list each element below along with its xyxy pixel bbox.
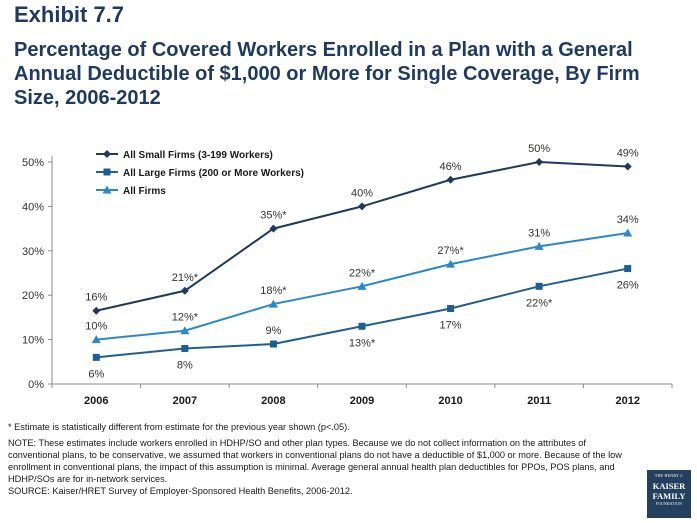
data-label: 17% (440, 320, 462, 332)
data-point (180, 326, 190, 335)
data-point (268, 299, 278, 308)
data-point (269, 340, 277, 348)
data-label: 50% (528, 143, 550, 155)
legend-marker (102, 185, 112, 194)
source-footnote: SOURCE: Kaiser/HRET Survey of Employer-S… (8, 486, 353, 496)
data-label: 22%* (349, 267, 376, 279)
y-tick-label: 0% (28, 379, 44, 391)
note-footnote: NOTE: These estimates include workers en… (8, 438, 622, 484)
data-point (623, 228, 633, 237)
data-label: 16% (85, 292, 107, 304)
data-label: 27%* (437, 245, 464, 257)
data-label: 8% (177, 359, 193, 371)
asterisk-footnote: * Estimate is statistically different fr… (8, 422, 350, 432)
x-tick-label: 2007 (173, 395, 197, 407)
x-tick-label: 2006 (84, 395, 108, 407)
logo-line-1: THE HENRY J. (654, 473, 684, 478)
data-point (534, 241, 544, 250)
data-label: 49% (617, 147, 639, 159)
data-point (358, 202, 366, 211)
data-point (91, 335, 101, 344)
data-point (357, 281, 367, 290)
logo-line-2b: FAMILY (652, 491, 686, 501)
data-label: 34% (617, 214, 639, 226)
data-label: 13%* (349, 337, 376, 349)
data-point (269, 224, 278, 233)
legend-marker (103, 168, 111, 176)
y-tick-label: 10% (22, 335, 44, 347)
logo-line-3: FOUNDATION (655, 502, 683, 506)
data-label: 18%* (260, 285, 287, 297)
y-tick-label: 40% (22, 201, 44, 213)
data-point (92, 353, 100, 361)
data-label: 21%* (172, 272, 199, 284)
data-label: 10% (85, 321, 107, 333)
x-tick-label: 2010 (438, 395, 462, 407)
data-point (624, 265, 632, 273)
data-label: 26% (617, 280, 639, 292)
data-label: 46% (440, 161, 462, 173)
x-tick-label: 2008 (261, 395, 285, 407)
logo-line-2a: KAISER (652, 481, 686, 491)
data-label: 22%* (526, 297, 553, 309)
y-tick-label: 20% (22, 290, 44, 302)
data-point (446, 259, 456, 268)
data-label: 31% (528, 227, 550, 239)
y-tick-label: 50% (22, 157, 44, 169)
legend-label: All Firms (123, 186, 166, 197)
data-point (535, 282, 543, 290)
y-tick-label: 30% (22, 246, 44, 258)
line-chart: 0% 10% 20% 30% 40% 50% 2006 2007 2008 2009 2010 201… (22, 143, 673, 407)
exhibit-label: Exhibit 7.7 (14, 2, 125, 27)
chart-title: Percentage of Covered Workers Enrolled i… (14, 39, 640, 109)
data-label: 40% (351, 187, 373, 199)
data-point (358, 322, 366, 330)
kff-logo: THE HENRY J. KAISER FAMILY FOUNDATION (647, 470, 691, 518)
data-point (446, 175, 455, 184)
data-point (181, 344, 189, 352)
data-point (535, 158, 544, 166)
data-label: 12%* (172, 312, 199, 324)
x-tick-label: 2011 (527, 395, 551, 407)
data-point (92, 306, 101, 315)
data-point (447, 305, 455, 313)
legend-marker (103, 150, 111, 158)
x-tick-label: 2012 (615, 395, 639, 407)
data-label: 6% (88, 368, 104, 380)
legend-label: All Large Firms (200 or More Workers) (123, 168, 304, 179)
data-point (180, 286, 189, 295)
footnotes: * Estimate is statistically different fr… (8, 421, 640, 497)
data-point (623, 162, 632, 171)
data-label: 35%* (260, 210, 287, 222)
x-tick-label: 2009 (350, 395, 374, 407)
legend-label: All Small Firms (3-199 Workers) (123, 150, 273, 161)
data-label: 9% (265, 325, 281, 337)
